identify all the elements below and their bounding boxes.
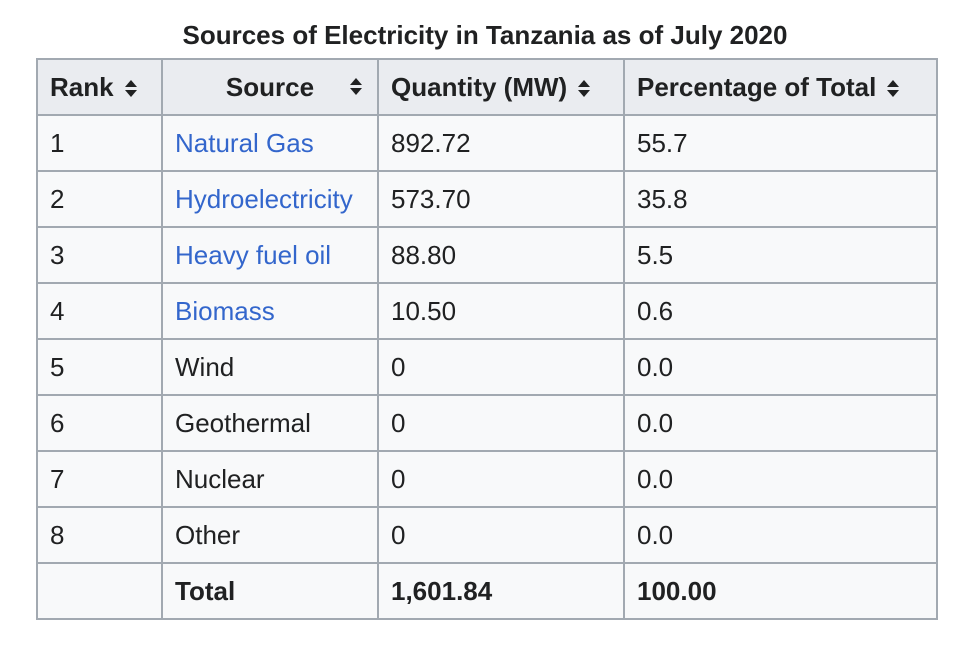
sort-icon[interactable] [349,78,363,96]
table-row: 5 Wind 0 0.0 [36,338,938,396]
source-cell: Geothermal [161,394,379,452]
percent-cell: 0.6 [623,282,938,340]
source-cell: Heavy fuel oil [161,226,379,284]
table-caption: Sources of Electricity in Tanzania as of… [182,20,788,50]
table-row: 6 Geothermal 0 0.0 [36,394,938,452]
rank-cell: 8 [36,506,163,564]
source-cell: Biomass [161,282,379,340]
header-rank[interactable]: Rank [36,58,163,116]
electricity-sources-table: Rank Source Quantity (MW) Percentage of … [36,58,938,620]
table-row: 8 Other 0 0.0 [36,506,938,564]
rank-cell: 2 [36,170,163,228]
quantity-cell: 0 [377,394,625,452]
percent-cell: 35.8 [623,170,938,228]
source-cell: Wind [161,338,379,396]
source-cell: Nuclear [161,450,379,508]
rank-cell [36,562,163,620]
sort-icon[interactable] [577,79,591,98]
quantity-cell: 88.80 [377,226,625,284]
table-row: 3 Heavy fuel oil 88.80 5.5 [36,226,938,284]
header-source-label: Source [225,71,315,102]
header-quantity-label: Quantity (MW) [391,71,568,102]
percent-cell: 0.0 [623,450,938,508]
table-row: 4 Biomass 10.50 0.6 [36,282,938,340]
header-quantity[interactable]: Quantity (MW) [377,58,625,116]
header-row: Rank Source Quantity (MW) Percentage of … [36,58,938,116]
source-link[interactable]: Natural Gas [175,127,314,158]
header-source[interactable]: Source [161,58,379,116]
percent-cell: 0.0 [623,506,938,564]
source-link[interactable]: Hydroelectricity [175,183,353,214]
rank-cell: 4 [36,282,163,340]
source-link[interactable]: Biomass [175,295,275,326]
source-cell: Other [161,506,379,564]
percent-cell: 0.0 [623,394,938,452]
total-row: Total 1,601.84 100.00 [36,562,938,620]
quantity-cell: 10.50 [377,282,625,340]
table-row: 1 Natural Gas 892.72 55.7 [36,114,938,172]
percent-cell: 0.0 [623,338,938,396]
quantity-cell: 892.72 [377,114,625,172]
quantity-cell: 0 [377,506,625,564]
sort-icon[interactable] [124,79,138,98]
percent-cell: 55.7 [623,114,938,172]
quantity-cell: 573.70 [377,170,625,228]
table-row: 7 Nuclear 0 0.0 [36,450,938,508]
header-percentage[interactable]: Percentage of Total [623,58,938,116]
header-percentage-label: Percentage of Total [637,71,877,102]
total-percent: 100.00 [623,562,938,620]
rank-cell: 1 [36,114,163,172]
percent-cell: 5.5 [623,226,938,284]
source-link[interactable]: Heavy fuel oil [175,239,332,270]
header-rank-label: Rank [50,71,114,102]
rank-cell: 7 [36,450,163,508]
rank-cell: 6 [36,394,163,452]
table-row: 2 Hydroelectricity 573.70 35.8 [36,170,938,228]
sort-icon[interactable] [886,79,900,98]
rank-cell: 3 [36,226,163,284]
quantity-cell: 0 [377,338,625,396]
source-cell: Natural Gas [161,114,379,172]
source-cell: Hydroelectricity [161,170,379,228]
quantity-cell: 0 [377,450,625,508]
total-label: Total [161,562,379,620]
total-quantity: 1,601.84 [377,562,625,620]
rank-cell: 5 [36,338,163,396]
